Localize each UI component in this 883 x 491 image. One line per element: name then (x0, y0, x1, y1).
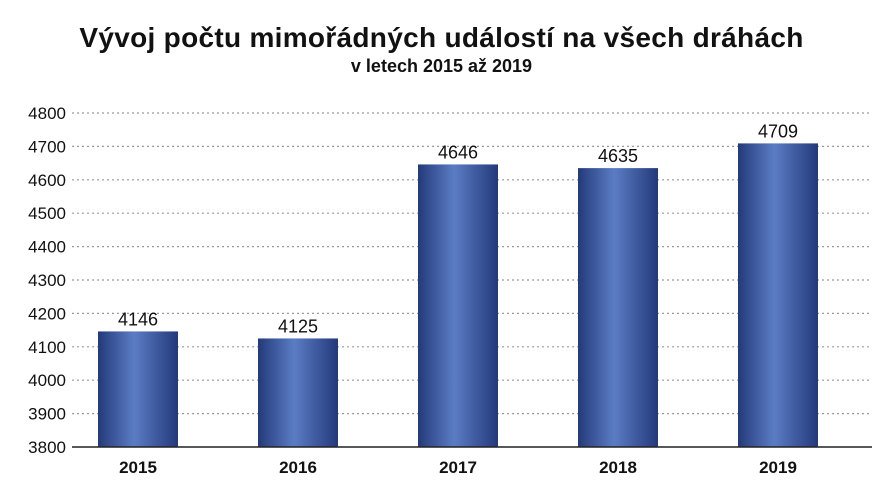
x-tick-label-2018: 2018 (599, 458, 637, 477)
y-axis-tick-labels: 3800 3900 4000 4100 4200 4300 4400 4500 4600 4700… (28, 104, 66, 457)
bar-2015 (98, 331, 178, 447)
y-tick-label: 3900 (28, 405, 66, 424)
data-label-2015: 4146 (118, 309, 158, 329)
y-tick-label: 4500 (28, 204, 66, 223)
x-axis-tick-labels: 2015 2016 2017 2018 2019 (119, 458, 797, 477)
y-tick-label: 4800 (28, 104, 66, 123)
data-label-2019: 4709 (758, 121, 798, 141)
bar-2018 (578, 168, 658, 448)
data-label-2017: 4646 (438, 142, 478, 162)
chart-subtitle: v letech 2015 až 2019 (350, 56, 533, 76)
x-tick-label-2017: 2017 (439, 458, 477, 477)
chart-title: Vývoj počtu mimořádných událostí na všec… (79, 22, 804, 53)
y-tick-label: 4200 (28, 304, 66, 323)
y-tick-label: 4300 (28, 271, 66, 290)
data-label-2016: 4125 (278, 316, 318, 336)
y-tick-label: 3800 (28, 438, 66, 457)
y-tick-label: 4600 (28, 171, 66, 190)
bars (98, 143, 818, 448)
y-tick-label: 4700 (28, 137, 66, 156)
bar-2019 (738, 143, 818, 448)
data-label-2018: 4635 (598, 146, 638, 166)
x-tick-label-2016: 2016 (279, 458, 317, 477)
y-tick-label: 4400 (28, 238, 66, 257)
bar-2017 (418, 164, 498, 447)
bar-2016 (258, 338, 338, 447)
y-tick-label: 4000 (28, 371, 66, 390)
data-labels: 4146 4125 4646 4635 4709 (118, 121, 798, 336)
x-tick-label-2019: 2019 (759, 458, 797, 477)
x-tick-label-2015: 2015 (119, 458, 157, 477)
y-tick-label: 4100 (28, 338, 66, 357)
